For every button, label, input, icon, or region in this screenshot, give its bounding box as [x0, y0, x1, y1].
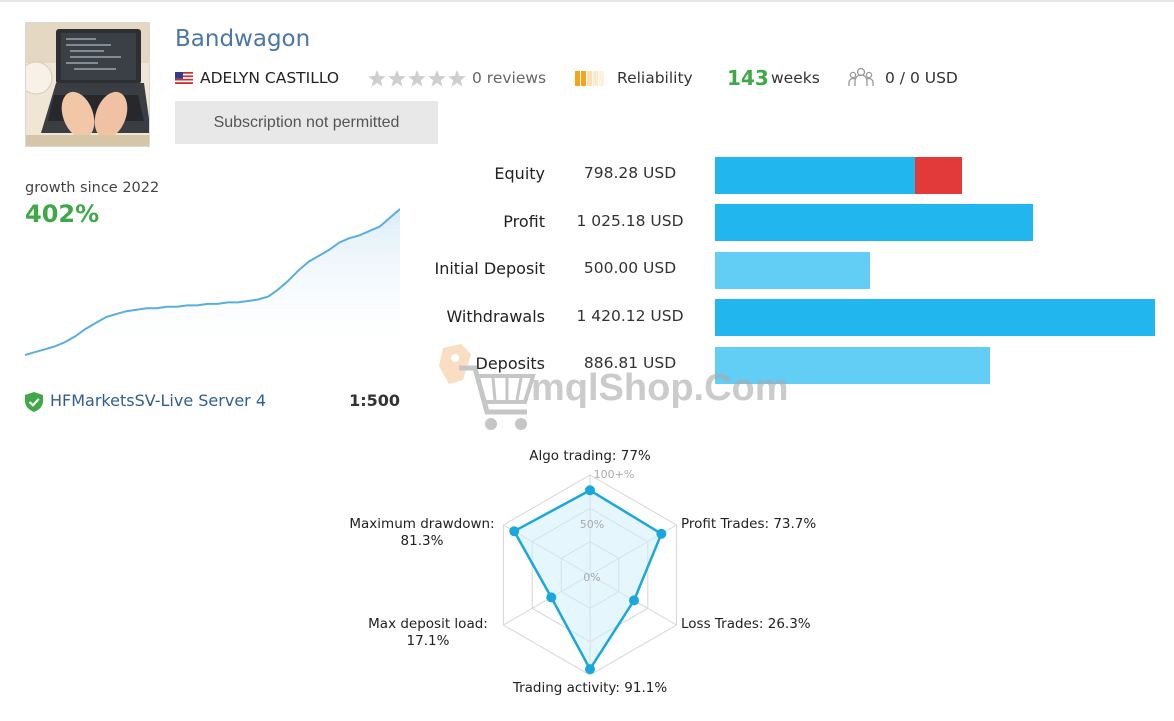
top-divider [0, 0, 1174, 2]
profit-value: 1 025.18 USD [576, 212, 684, 230]
radar-label-profit-trades: Profit Trades: 73.7% [681, 516, 816, 532]
radar-value-max-deposit-load: 17.1% [407, 633, 450, 649]
growth-chart[interactable] [25, 205, 400, 360]
weeks-label: weeks [771, 69, 820, 87]
profit-label: Profit [503, 212, 545, 231]
initial-deposit-bar [715, 252, 870, 289]
radar-points [509, 485, 667, 675]
radar-point [546, 592, 557, 603]
withdrawals-label: Withdrawals [446, 307, 545, 326]
initial-deposit-label: Initial Deposit [434, 259, 545, 278]
bar-segment [715, 157, 916, 194]
profit-bar [715, 204, 1033, 241]
radar-label-max-drawdown: Maximum drawdown: [349, 516, 494, 532]
radar-chart: 0% 50% 100+% Algo trading: 77% Profit Tr… [349, 448, 816, 696]
author-name[interactable]: ADELYN CASTILLO [200, 69, 340, 87]
broker-server[interactable]: HFMarketsSV-Live Server 4 [50, 391, 266, 410]
radar-point [585, 485, 595, 496]
us-flag-icon [175, 72, 193, 84]
radar-label-loss-trades: Loss Trades: 26.3% [681, 616, 811, 632]
equity-value: 798.28 USD [583, 164, 677, 182]
leverage: 1:500 [349, 391, 400, 410]
deposits-value: 886.81 USD [583, 354, 677, 372]
equity-label: Equity [494, 164, 545, 183]
bar-segment [915, 157, 963, 194]
radar-value-max-drawdown: 81.3% [401, 533, 444, 549]
signal-info-row: ADELYN CASTILLO 0 reviews Reliability 14… [175, 66, 975, 90]
deposits-label: Deposits [475, 354, 546, 373]
signal-avatar[interactable] [25, 22, 150, 147]
bar-segment [715, 299, 1155, 336]
withdrawals-bar [715, 299, 1155, 336]
equity-bar [715, 157, 963, 194]
radar-label-trading-activity: Trading activity: 91.1% [512, 680, 667, 696]
radar-point [656, 528, 667, 539]
growth-line [25, 208, 400, 356]
radar-point [629, 595, 639, 606]
radar-tick-100: 100+% [594, 468, 635, 481]
growth-label: growth since 2022 [25, 180, 160, 196]
signal-title[interactable]: Bandwagon [175, 26, 311, 52]
bar-segment [715, 204, 1033, 241]
growth-area [25, 209, 400, 360]
watermark-text: mqlShop.Com [531, 367, 789, 409]
watermark-logo: mqlShop.Com [439, 344, 789, 430]
reviews-count[interactable]: 0 reviews [472, 69, 547, 87]
rating-stars-icon [368, 70, 466, 87]
radar-label-max-deposit-load: Max deposit load: [368, 616, 488, 632]
radar-label-algo-trading: Algo trading: 77% [529, 448, 651, 464]
bar-segment [715, 252, 870, 289]
subscribers-funds: 0 / 0 USD [885, 69, 958, 87]
growth-value: 402% [25, 200, 100, 228]
initial-deposit-value: 500.00 USD [583, 259, 677, 277]
subscribe-button[interactable]: Subscription not permitted [175, 101, 438, 144]
reliability-label: Reliability [617, 69, 693, 87]
deposits-bar [715, 347, 990, 384]
bar-segment [715, 347, 990, 384]
weeks-count: 143 [727, 66, 769, 90]
radar-tick-0: 0% [583, 571, 600, 584]
radar-point [509, 526, 520, 537]
subscribers-icon [848, 67, 874, 86]
verified-shield-icon [25, 392, 43, 412]
withdrawals-value: 1 420.12 USD [576, 307, 684, 325]
radar-tick-50: 50% [580, 518, 604, 531]
radar-point [585, 664, 595, 675]
reliability-bars-icon [575, 71, 604, 86]
